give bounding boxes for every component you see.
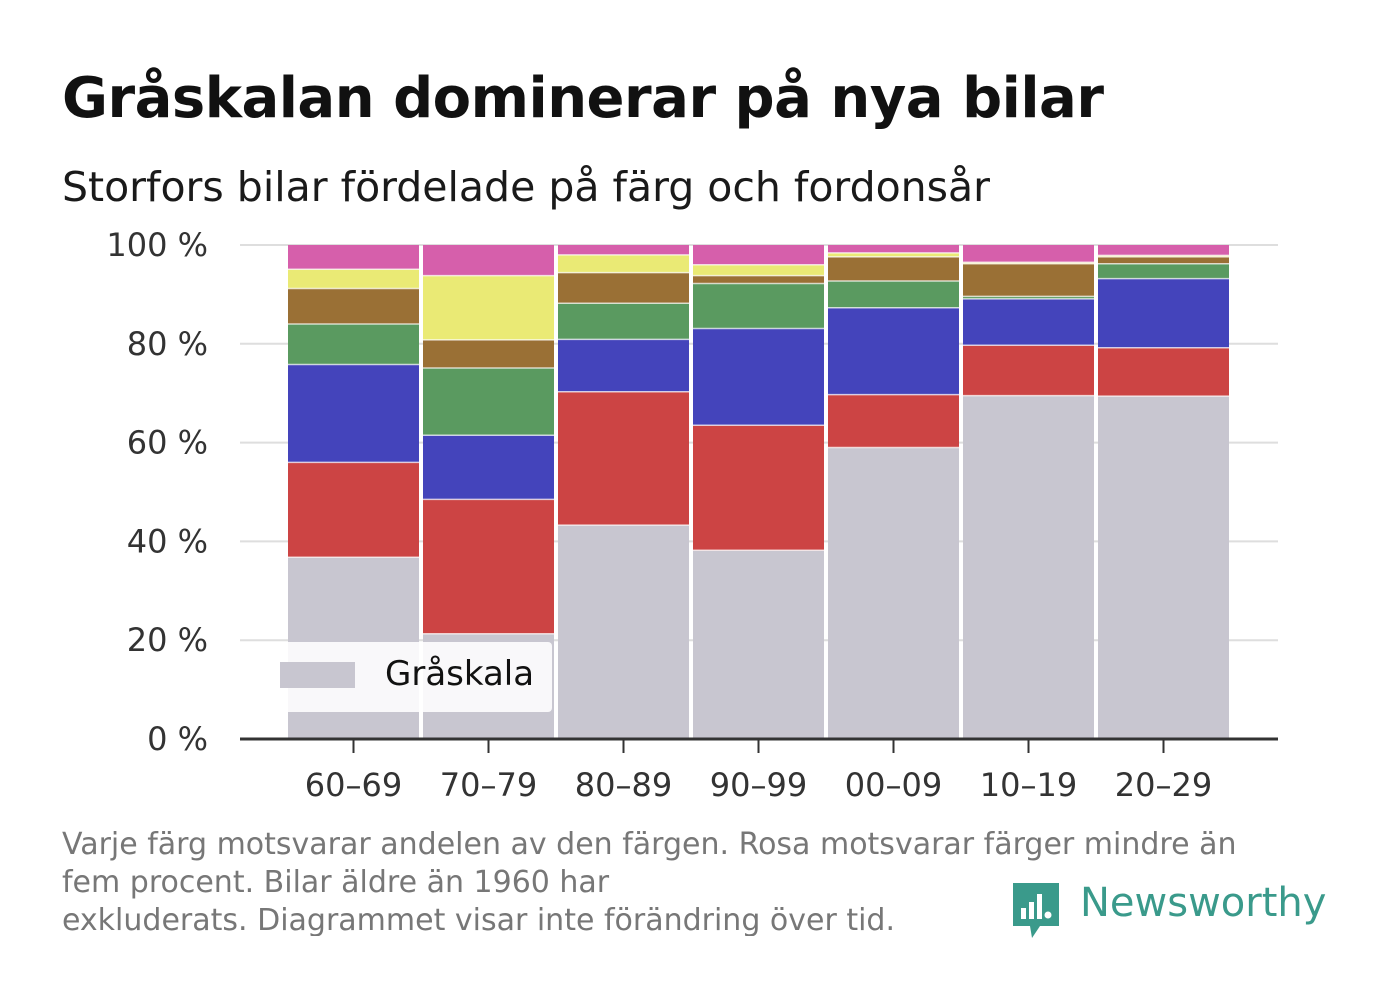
- bar-segment-3-6: [693, 245, 824, 265]
- bar-segment-4-6: [828, 245, 959, 253]
- bar-segment-4-0: [828, 447, 959, 739]
- bar-segment-6-3: [1098, 263, 1229, 279]
- x-tick-label: 90–99: [710, 766, 807, 804]
- newsworthy-logo-icon: [1013, 883, 1059, 938]
- bar-segment-5-2: [963, 298, 1094, 346]
- bar-segment-1-3: [423, 368, 554, 436]
- y-tick-label: 20 %: [127, 621, 208, 659]
- bar-segment-4-1: [828, 394, 959, 448]
- bar-segment-6-2: [1098, 278, 1229, 348]
- y-tick-label: 60 %: [127, 424, 208, 462]
- bar-segment-5-4: [963, 263, 1094, 297]
- bar-segment-2-6: [558, 245, 689, 255]
- y-tick-label: 40 %: [127, 522, 208, 560]
- bar-segment-0-1: [288, 462, 419, 558]
- bar-segment-2-5: [558, 254, 689, 273]
- bar-segment-6-0: [1098, 396, 1229, 739]
- bar-segment-4-4: [828, 256, 959, 282]
- footnote-line-2: fem procent. Bilar äldre än 1960 har: [62, 865, 610, 900]
- x-tick-label: 00–09: [845, 766, 942, 804]
- bar-segment-3-1: [693, 425, 824, 551]
- bar-segment-3-3: [693, 283, 824, 329]
- chart-subtitle: Storfors bilar fördelade på färg och for…: [62, 163, 991, 211]
- bar-segment-2-0: [558, 525, 689, 739]
- x-tick-label: 60–69: [305, 766, 402, 804]
- bar-segment-3-5: [693, 264, 824, 276]
- bar-segment-4-5: [828, 252, 959, 257]
- y-tick-label: 80 %: [127, 325, 208, 363]
- bar-segment-3-0: [693, 550, 824, 739]
- bar-segment-1-2: [423, 435, 554, 500]
- tick-labels: 0 % 20 % 40 % 60 % 80 % 100 % 60–69 70–79 80–89 9…: [106, 226, 1212, 804]
- x-tick-label: 70–79: [440, 766, 537, 804]
- bar-segment-4-2: [828, 307, 959, 395]
- bar-segment-3-4: [693, 275, 824, 284]
- bar-segment-0-2: [288, 364, 419, 463]
- bar-segment-2-2: [558, 339, 689, 392]
- bar-segment-4-3: [828, 281, 959, 308]
- x-tick-label: 10–19: [980, 766, 1077, 804]
- bar-segment-1-6: [423, 245, 554, 276]
- bar-segment-0-4: [288, 288, 419, 325]
- legend-swatch-graskala: [280, 662, 355, 688]
- legend: Gråskala: [262, 642, 552, 712]
- newsworthy-logo[interactable]: Newsworthy: [1010, 878, 1340, 942]
- y-tick-label: 0 %: [147, 720, 208, 758]
- bar-segment-5-6: [963, 245, 1094, 263]
- bar-segment-2-1: [558, 391, 689, 526]
- footnote: Varje färg motsvarar andelen av den färg…: [62, 826, 1302, 936]
- bar-segment-1-5: [423, 275, 554, 340]
- bar-segment-2-3: [558, 303, 689, 340]
- chart-title: Gråskalan dominerar på nya bilar: [62, 66, 1104, 131]
- bar-segment-6-6: [1098, 245, 1229, 256]
- y-tick-label: 100 %: [106, 226, 208, 264]
- bar-segment-0-3: [288, 324, 419, 365]
- footnote-line-1: Varje färg motsvarar andelen av den färg…: [62, 827, 1237, 862]
- bar-segment-5-3: [963, 296, 1094, 299]
- bar-segment-6-1: [1098, 347, 1229, 397]
- newsworthy-logo-text: Newsworthy: [1080, 880, 1327, 926]
- bar-segment-6-4: [1098, 256, 1229, 264]
- axes: [240, 737, 1278, 753]
- bar-segment-1-4: [423, 339, 554, 369]
- bar-segment-2-4: [558, 272, 689, 304]
- footnote-line-3: exkluderats. Diagrammet visar inte förän…: [62, 903, 896, 936]
- bar-segment-3-2: [693, 328, 824, 426]
- stacked-bar-chart: 0 % 20 % 40 % 60 % 80 % 100 % 60–69 70–79 80–89 9…: [106, 226, 1278, 804]
- x-tick-label: 20–29: [1115, 766, 1212, 804]
- bar-segment-5-1: [963, 345, 1094, 396]
- legend-label: Gråskala: [385, 654, 535, 694]
- bar-segment-5-0: [963, 395, 1094, 739]
- x-tick-label: 80–89: [575, 766, 672, 804]
- bar-segment-0-5: [288, 269, 419, 289]
- bar-segment-0-6: [288, 245, 419, 270]
- bar-segment-1-1: [423, 499, 554, 634]
